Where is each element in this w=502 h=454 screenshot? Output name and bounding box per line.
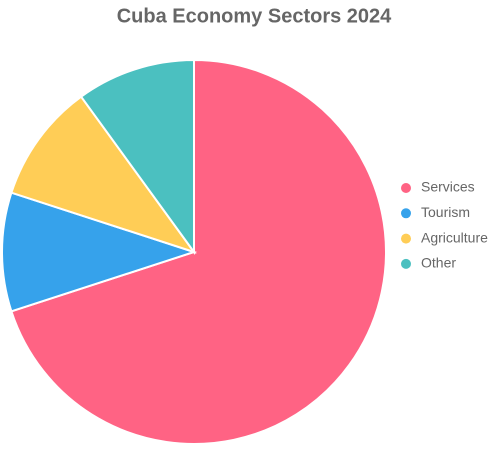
pie-slice: [79, 58, 195, 256]
legend-marker: [401, 233, 411, 244]
legend-marker: [401, 208, 411, 219]
pie-slice: [10, 95, 197, 254]
pie-slice: [10, 58, 387, 445]
legend-label: Tourism: [421, 204, 470, 220]
legend-label: Services: [421, 179, 475, 195]
pie-slice: [1, 191, 198, 313]
legend-marker: [401, 183, 411, 193]
chart-title: Cuba Economy Sectors 2024: [117, 5, 392, 27]
legend-label: Other: [421, 255, 456, 271]
legend-label: Agriculture: [421, 229, 488, 245]
legend-marker: [401, 258, 411, 269]
